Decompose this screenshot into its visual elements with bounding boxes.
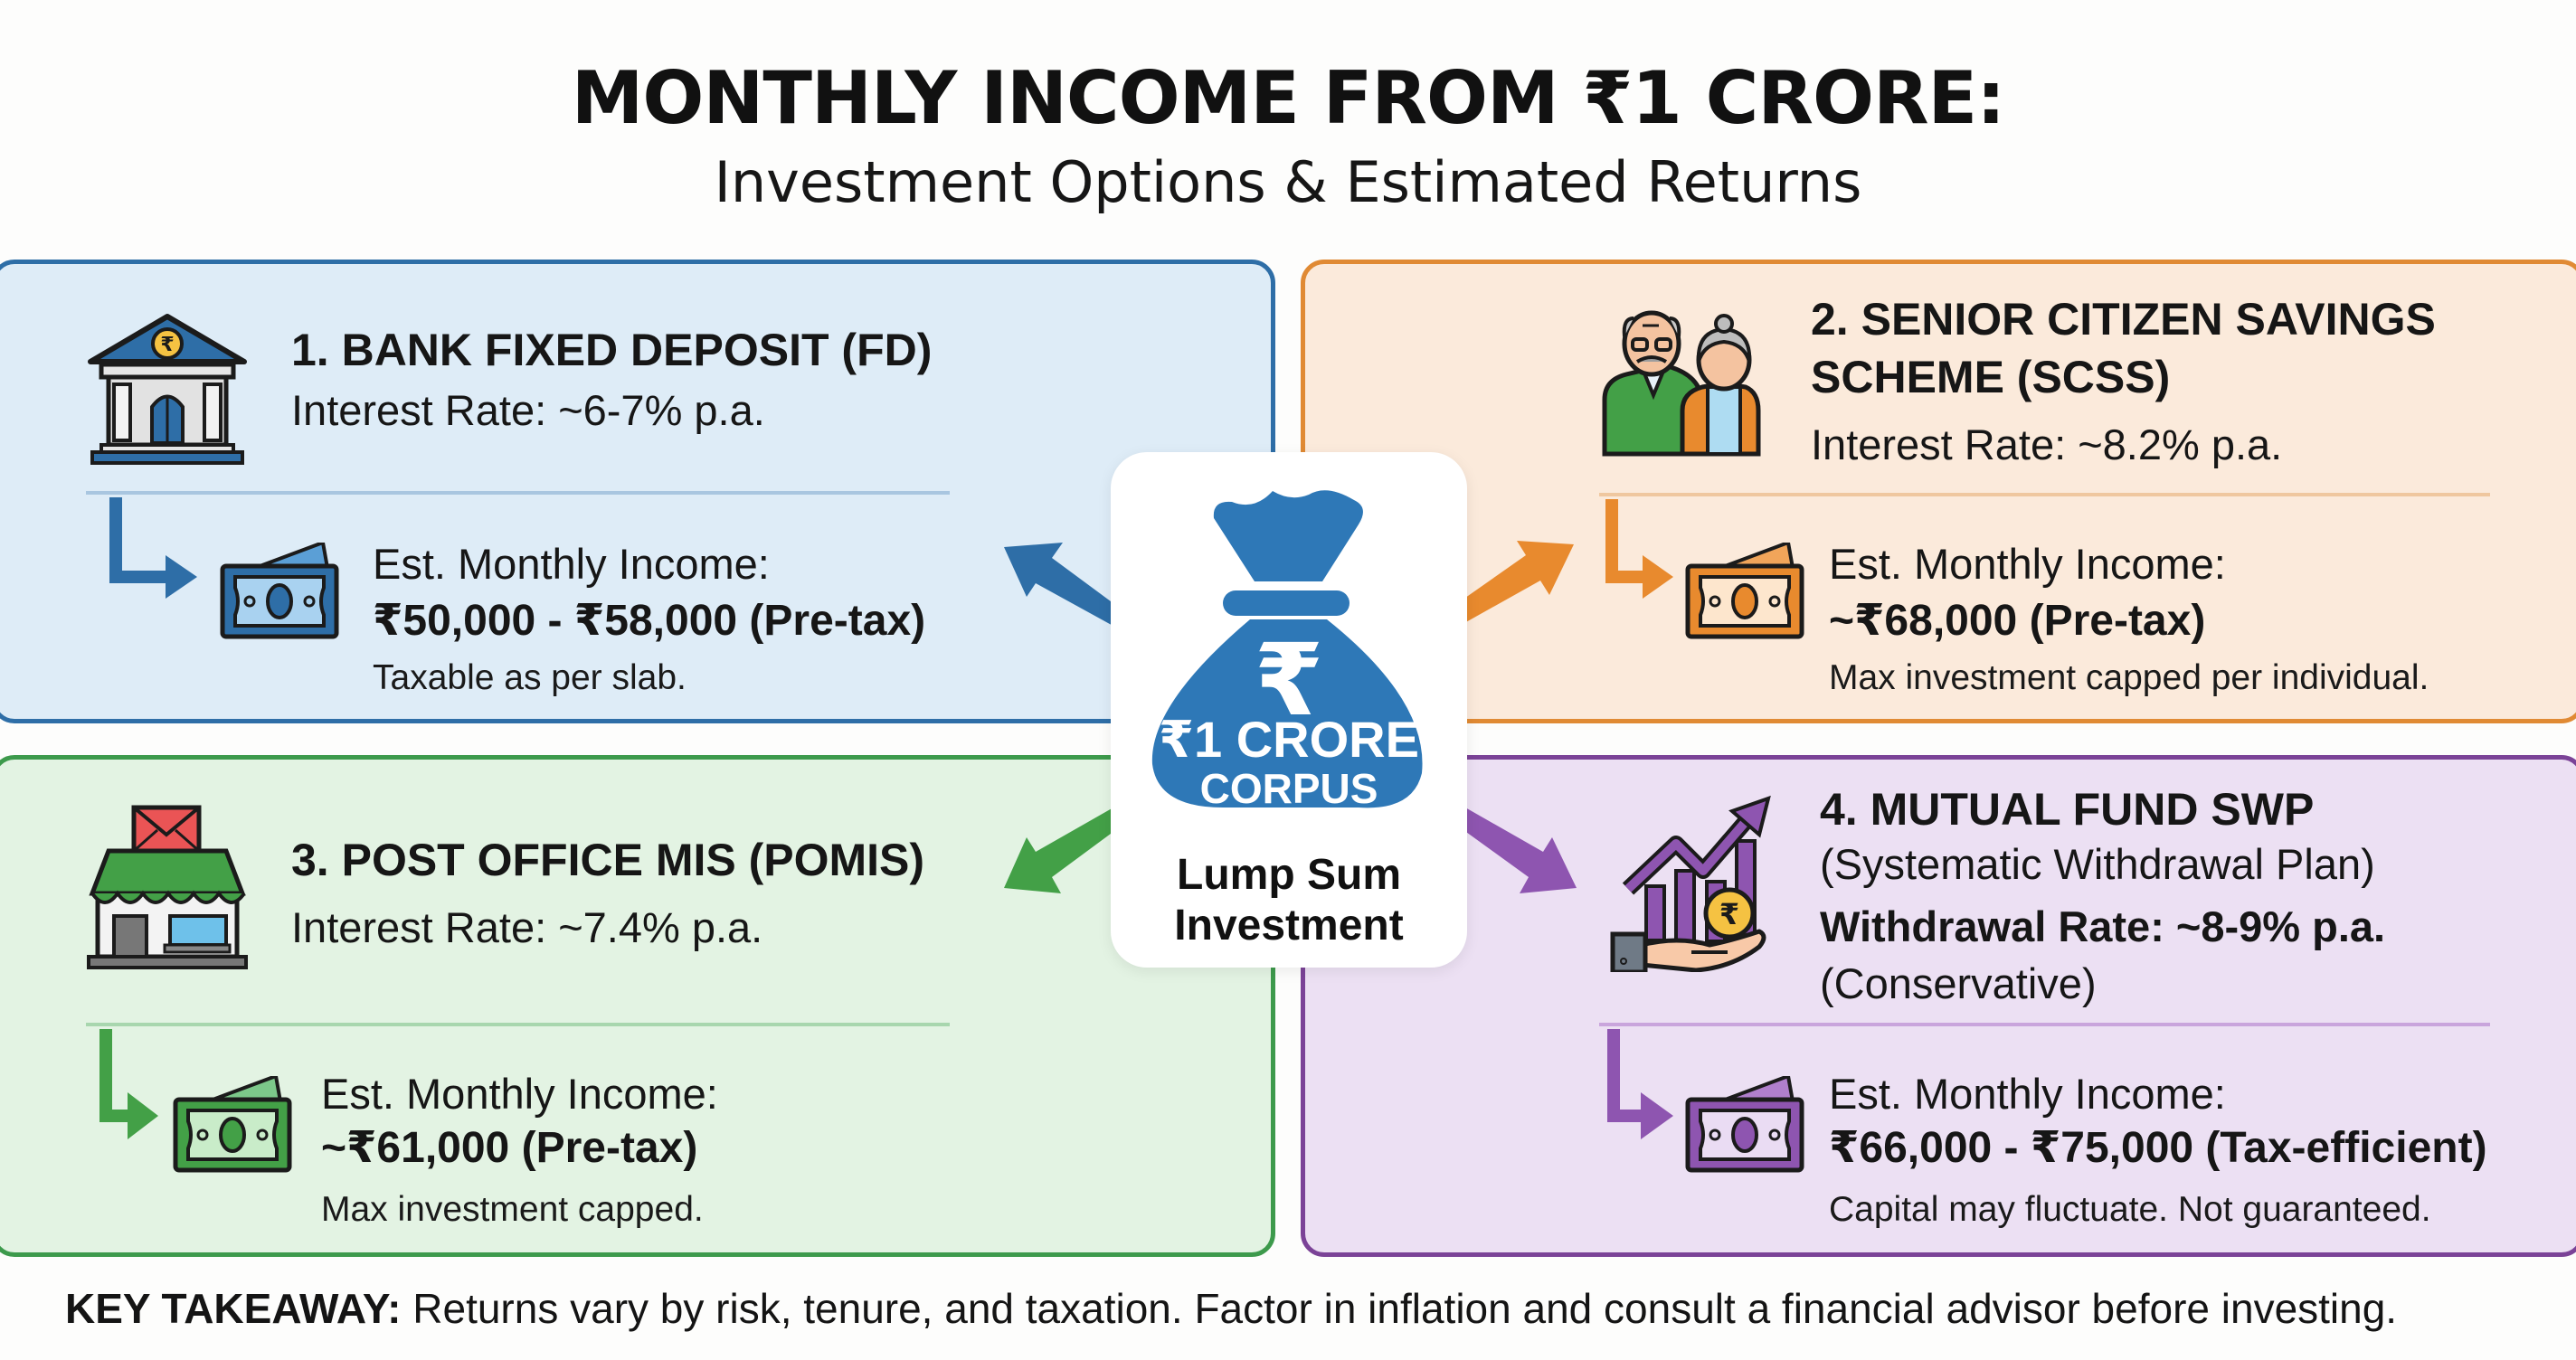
senior-couple-icon [1602, 310, 1761, 457]
key-takeaway: KEY TAKEAWAY: Returns vary by risk, tenu… [65, 1284, 2397, 1333]
divider [86, 491, 950, 495]
elbow-arrow-icon [99, 1029, 158, 1139]
svg-text:₹: ₹ [1719, 897, 1739, 931]
income-label: Est. Monthly Income: [1829, 540, 2226, 588]
lump-sum-caption: Lump Sum Investment [1111, 850, 1467, 951]
arrow-to-pomis-icon [1004, 800, 1135, 893]
option-rate-note: (Conservative) [1820, 959, 2097, 1007]
option-title: 4. MUTUAL FUND SWP [1820, 784, 2315, 835]
income-note: Capital may fluctuate. Not guaranteed. [1829, 1190, 2431, 1229]
income-value: ₹50,000 - ₹58,000 (Pre-tax) [373, 597, 926, 645]
page-subtitle: Investment Options & Estimated Returns [714, 149, 1862, 215]
elbow-arrow-icon [109, 497, 197, 599]
lump-sum-line2: Investment [1174, 902, 1404, 949]
divider [1599, 1023, 2490, 1026]
income-value: ₹66,000 - ₹75,000 (Tax-efficient) [1829, 1124, 2487, 1172]
elbow-arrow-icon [1605, 499, 1673, 599]
divider [86, 1023, 950, 1026]
svg-text:₹: ₹ [1255, 622, 1324, 738]
income-note: Max investment capped. [321, 1190, 704, 1229]
cash-icon [1685, 1076, 1804, 1173]
svg-text:₹: ₹ [160, 334, 174, 356]
arrow-to-swp-icon [1444, 800, 1577, 893]
key-takeaway-text: Returns vary by risk, tenure, and taxati… [401, 1285, 2398, 1332]
option-card-scss [1301, 260, 2576, 723]
option-rate: Interest Rate: ~8.2% p.a. [1811, 420, 2283, 468]
option-subtitle: (Systematic Withdrawal Plan) [1820, 840, 2375, 888]
growth-chart-hand-icon: ₹ [1610, 795, 1771, 972]
option-rate: Withdrawal Rate: ~8-9% p.a. [1820, 902, 2386, 950]
cash-icon [220, 543, 339, 639]
income-note: Max investment capped per individual. [1829, 658, 2429, 697]
corpus-label: CORPUS [1199, 765, 1378, 812]
divider [1599, 493, 2490, 496]
income-value: ~₹61,000 (Pre-tax) [321, 1124, 698, 1172]
income-label: Est. Monthly Income: [321, 1070, 718, 1118]
option-title-line2: SCHEME (SCSS) [1811, 352, 2171, 402]
lump-sum-line1: Lump Sum [1177, 851, 1401, 899]
income-note: Taxable as per slab. [373, 658, 687, 697]
post-office-icon [87, 805, 248, 969]
income-label: Est. Monthly Income: [373, 540, 770, 588]
money-bag-icon: ₹ [1151, 490, 1423, 808]
arrow-to-scss-icon [1441, 541, 1574, 631]
option-rate: Interest Rate: ~7.4% p.a. [291, 903, 763, 951]
elbow-arrow-icon [1607, 1029, 1673, 1139]
key-takeaway-label: KEY TAKEAWAY: [65, 1285, 402, 1332]
income-label: Est. Monthly Income: [1829, 1070, 2226, 1118]
bank-icon: ₹ [88, 314, 247, 465]
option-title: 1. BANK FIXED DEPOSIT (FD) [291, 325, 933, 375]
arrow-to-fd-icon [1004, 543, 1135, 633]
option-rate: Interest Rate: ~6-7% p.a. [291, 386, 765, 434]
corpus-amount: ₹1 CRORE [1159, 711, 1419, 768]
option-title: 2. SENIOR CITIZEN SAVINGS [1811, 294, 2436, 345]
cash-icon [173, 1076, 292, 1173]
page-title: MONTHLY INCOME FROM ₹1 CRORE: [571, 56, 2005, 140]
income-value: ~₹68,000 (Pre-tax) [1829, 597, 2206, 645]
cash-icon [1685, 543, 1804, 639]
option-title: 3. POST OFFICE MIS (POMIS) [291, 835, 925, 885]
